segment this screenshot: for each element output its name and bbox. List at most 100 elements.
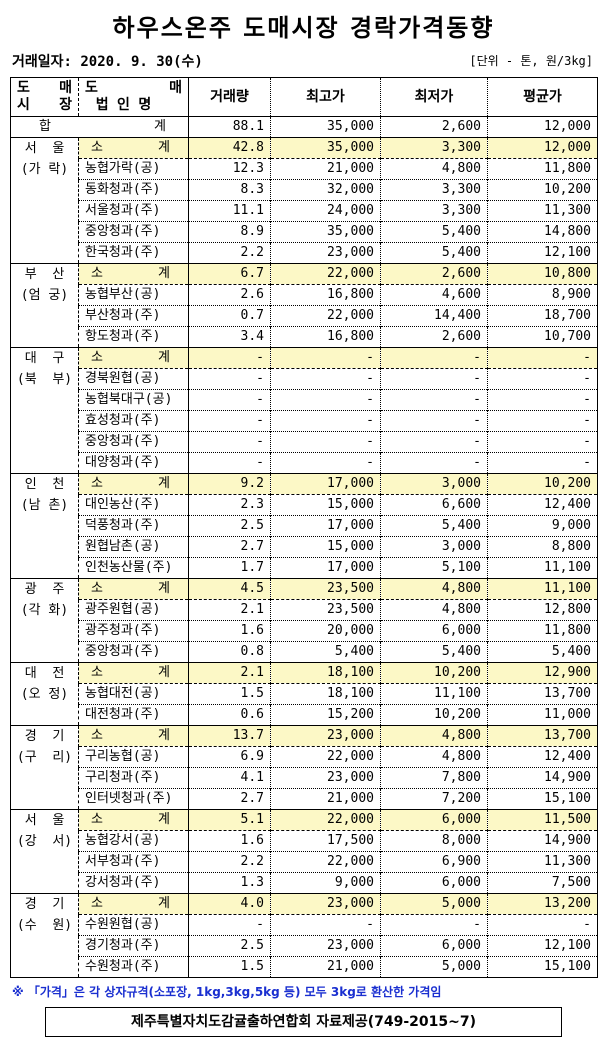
avg-cell: 14,900 [487, 830, 598, 852]
table-row: 서부청과(주) 2.2 22,000 6,900 11,300 [11, 851, 598, 873]
min-cell: 6,000 [380, 809, 488, 831]
avg-cell: - [487, 410, 598, 432]
corp-name: 구리청과(주) [78, 767, 189, 789]
min-cell: 4,800 [380, 599, 488, 621]
market-name: 서 울 (가 락) [10, 137, 79, 264]
avg-cell: 14,900 [487, 767, 598, 789]
volume-cell: 5.1 [188, 809, 271, 831]
max-cell: 15,000 [270, 494, 381, 516]
volume-cell: 11.1 [188, 200, 271, 222]
header-max: 최고가 [270, 77, 381, 117]
corp-name: 중앙청과(주) [78, 431, 189, 453]
min-cell: 10,200 [380, 662, 488, 684]
volume-cell: 1.5 [188, 683, 271, 705]
corp-name: 대인농산(주) [78, 494, 189, 516]
subtotal-row: 서 울 (강 서) 소 계 5.1 22,000 6,000 11,500 [10, 809, 598, 894]
subtotal-row: 부 산 (엄 궁) 소 계 6.7 22,000 2,600 10,800 [10, 263, 598, 348]
volume-cell: 4.0 [188, 893, 271, 915]
footnote: ※ 「가격」은 각 상자규격(소포장, 1kg,3kg,5kg 등) 모두 3k… [12, 985, 442, 999]
avg-cell: 11,800 [487, 620, 598, 642]
volume-cell: - [188, 410, 271, 432]
avg-cell: 5,400 [487, 641, 598, 663]
avg-cell: 10,200 [487, 179, 598, 201]
max-cell: 22,000 [270, 746, 381, 768]
min-cell: 7,800 [380, 767, 488, 789]
avg-cell: 12,100 [487, 935, 598, 957]
unit-label: [단위 - 톤, 원/3kg] [469, 54, 593, 68]
min-cell: 2,600 [380, 263, 488, 285]
volume-cell: 0.6 [188, 704, 271, 726]
corp-name: 구리농협(공) [78, 746, 189, 768]
max-cell: 22,000 [270, 809, 381, 831]
table-row: 중앙청과(주) 0.8 5,400 5,400 5,400 [11, 641, 598, 663]
header-volume: 거래량 [188, 77, 271, 117]
corp-name: 농협북대구(공) [78, 389, 189, 411]
total-min: 2,600 [380, 116, 488, 138]
max-cell: 21,000 [270, 956, 381, 978]
max-cell: 21,000 [270, 158, 381, 180]
max-cell: 23,000 [270, 935, 381, 957]
corp-name: 한국청과(주) [78, 242, 189, 264]
volume-cell: 42.8 [188, 137, 271, 159]
min-cell: 4,800 [380, 746, 488, 768]
market-name: 경 기 (수 원) [10, 893, 79, 978]
table-row: 동화청과(주) 8.3 32,000 3,300 10,200 [11, 179, 598, 201]
market-name: 부 산 (엄 궁) [10, 263, 79, 348]
subtotal-row: 경 기 (수 원) 소 계 4.0 23,000 5,000 13,200 [10, 893, 598, 978]
table-row: 수원원협(공) - - - - [11, 914, 598, 936]
volume-cell: 1.5 [188, 956, 271, 978]
max-cell: - [270, 914, 381, 936]
min-cell: 5,000 [380, 893, 488, 915]
max-cell: 16,800 [270, 326, 381, 348]
subtotal-row: 서 울 (가 락) 소 계 42.8 35,000 3,300 12,000 [10, 137, 598, 264]
max-cell: 18,100 [270, 683, 381, 705]
min-cell: - [380, 452, 488, 474]
corp-name: 경북원협(공) [78, 368, 189, 390]
corp-name: 인터넷청과(주) [78, 788, 189, 810]
volume-cell: - [188, 368, 271, 390]
avg-cell: 13,700 [487, 725, 598, 747]
max-cell: 17,000 [270, 473, 381, 495]
max-cell: 21,000 [270, 788, 381, 810]
max-cell: - [270, 410, 381, 432]
volume-cell: 2.1 [188, 662, 271, 684]
market-name: 광 주 (각 화) [10, 578, 79, 663]
avg-cell: 14,800 [487, 221, 598, 243]
table-row: 인터넷청과(주) 2.7 21,000 7,200 15,100 [11, 788, 598, 810]
avg-cell: 10,200 [487, 473, 598, 495]
min-cell: 3,300 [380, 200, 488, 222]
total-max: 35,000 [270, 116, 381, 138]
max-cell: - [270, 452, 381, 474]
max-cell: 22,000 [270, 263, 381, 285]
max-cell: 18,100 [270, 662, 381, 684]
avg-cell: 12,400 [487, 746, 598, 768]
avg-cell: 7,500 [487, 872, 598, 894]
avg-cell: 11,100 [487, 578, 598, 600]
table-row: 효성청과(주) - - - - [11, 410, 598, 432]
table-row: 서울청과(주) 11.1 24,000 3,300 11,300 [11, 200, 598, 222]
min-cell: 5,100 [380, 557, 488, 579]
corp-name: 대양청과(주) [78, 452, 189, 474]
min-cell: - [380, 410, 488, 432]
min-cell: 4,600 [380, 284, 488, 306]
min-cell: 6,000 [380, 935, 488, 957]
subtotal-row: 인 천 (남 촌) 소 계 9.2 17,000 3,000 10,200 [10, 473, 598, 579]
avg-cell: 8,800 [487, 536, 598, 558]
max-cell: 23,500 [270, 578, 381, 600]
corp-name: 강서청과(주) [78, 872, 189, 894]
table-row: 대양청과(주) - - - - [11, 452, 598, 474]
volume-cell: 1.6 [188, 620, 271, 642]
max-cell: 16,800 [270, 284, 381, 306]
corp-name: 덕풍청과(주) [78, 515, 189, 537]
corp-name: 광주원협(공) [78, 599, 189, 621]
min-cell: 3,300 [380, 179, 488, 201]
max-cell: 35,000 [270, 221, 381, 243]
